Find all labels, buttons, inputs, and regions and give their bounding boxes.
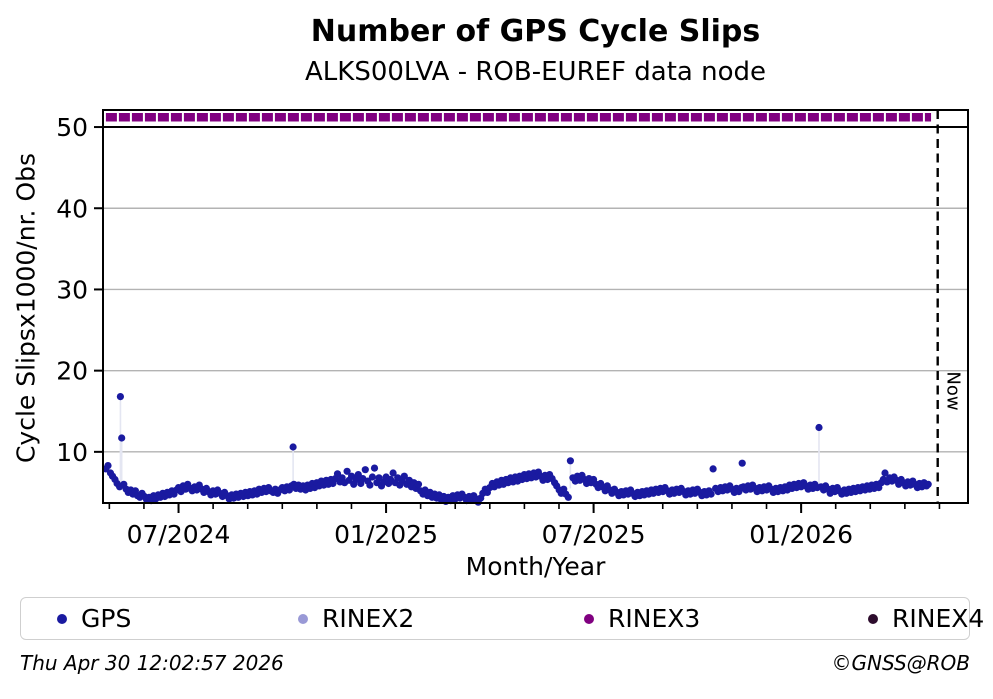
gridlines	[103, 207, 968, 453]
plot-border	[102, 109, 969, 504]
rinex3-marker-icon	[584, 613, 594, 624]
legend-item-rinex2: RINEX2	[298, 598, 414, 639]
chart-subtitle: ALKS00LVA - ROB-EUREF data node	[305, 57, 766, 87]
outlier-connectors	[119, 396, 820, 489]
gps-points	[102, 393, 932, 506]
legend-item-rinex4: RINEX4	[868, 598, 984, 639]
rinex4-marker-icon	[868, 613, 878, 624]
now-label: Now	[942, 371, 964, 411]
svg-text:50: 50	[56, 113, 88, 142]
legend-box: GPS RINEX2 RINEX3 RINEX4	[20, 597, 984, 640]
chart-title: Number of GPS Cycle Slips	[310, 14, 761, 49]
svg-text:01/2026: 01/2026	[749, 520, 853, 549]
svg-text:07/2025: 07/2025	[542, 520, 646, 549]
legend-label-rinex3: RINEX3	[608, 604, 701, 633]
copyright-credit: ©GNSS@ROB	[831, 651, 971, 675]
plot-area: 10 20 30 40 50 07/2024 01/2025 07/2025 01/2026	[56, 109, 969, 549]
y-axis-ticks: 10 20 30 40 50	[56, 113, 103, 467]
legend-label-gps: GPS	[81, 604, 132, 633]
plot-timestamp: Thu Apr 30 12:02:57 2026	[20, 651, 284, 675]
svg-text:10: 10	[56, 438, 88, 467]
x-axis-label: Month/Year	[465, 552, 606, 581]
legend-item-rinex3: RINEX3	[584, 598, 700, 639]
x-axis-ticks: 07/2024 01/2025 07/2025 01/2026	[108, 503, 941, 549]
legend-item-gps: GPS	[57, 598, 131, 639]
svg-text:30: 30	[56, 275, 88, 304]
svg-text:20: 20	[56, 357, 88, 386]
gps-marker-icon	[57, 613, 67, 624]
svg-text:01/2025: 01/2025	[334, 520, 438, 549]
legend-label-rinex2: RINEX2	[322, 604, 415, 633]
svg-text:40: 40	[56, 194, 88, 223]
svg-text:07/2024: 07/2024	[127, 520, 231, 549]
legend-label-rinex4: RINEX4	[892, 604, 985, 633]
rinex2-marker-icon	[298, 613, 308, 624]
